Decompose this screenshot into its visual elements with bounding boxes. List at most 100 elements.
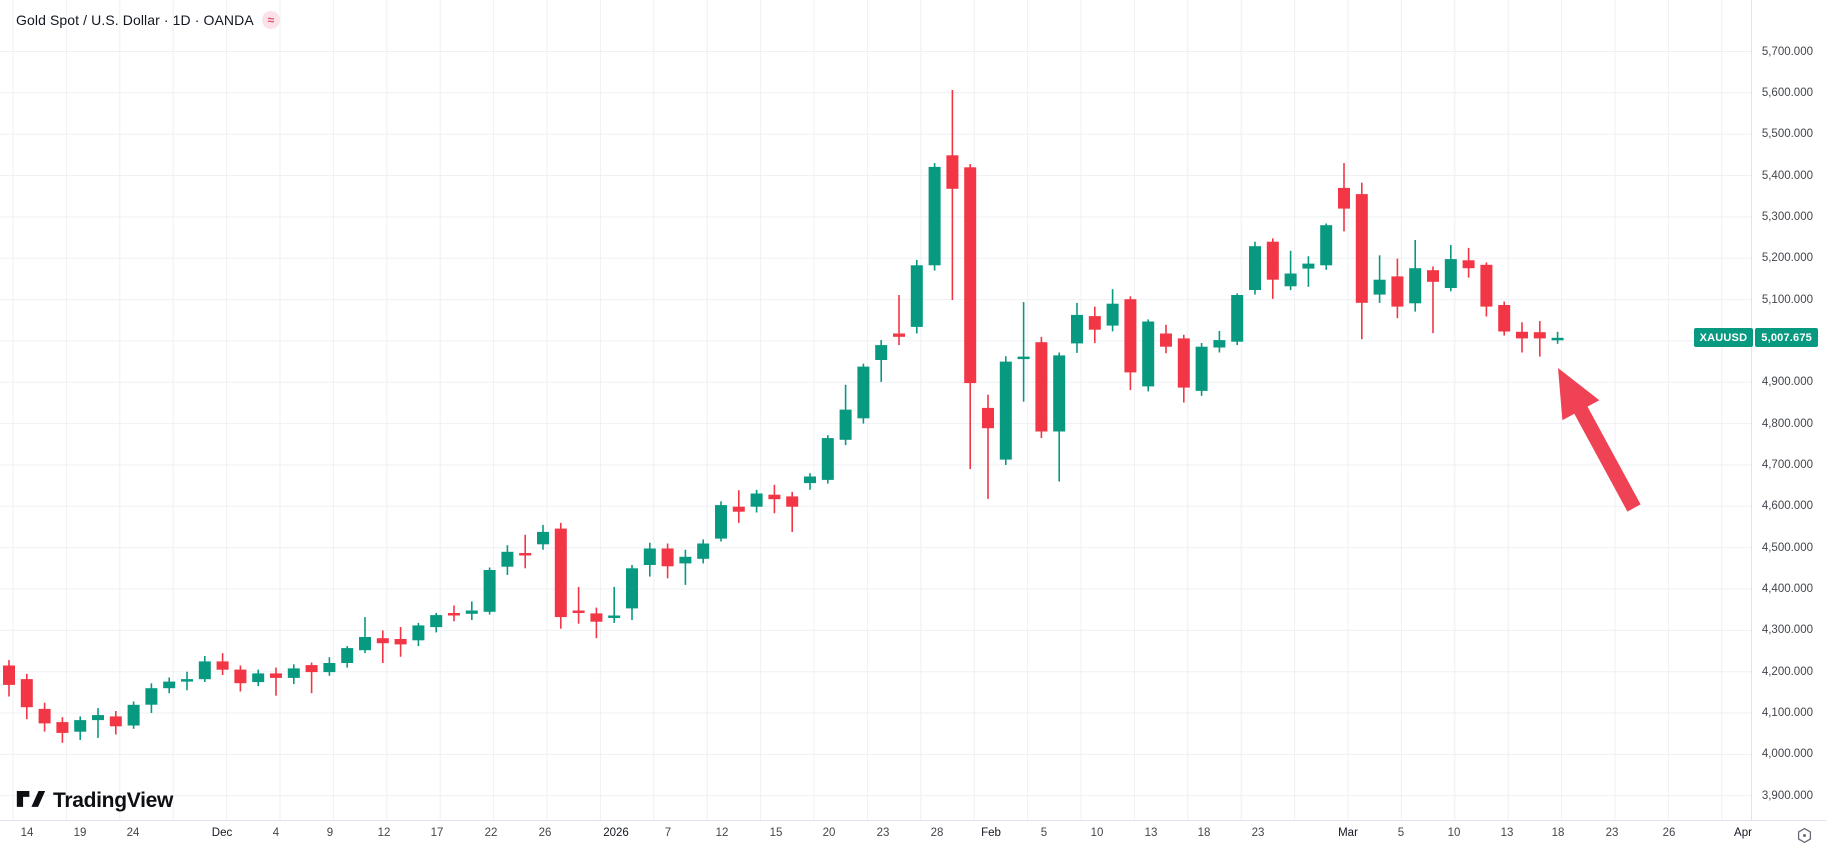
- last-price-symbol: XAUUSD: [1693, 328, 1754, 347]
- candle-body: [1427, 270, 1439, 282]
- candle-body: [679, 556, 692, 564]
- candle-body: [1124, 299, 1137, 373]
- candle-body: [626, 568, 638, 609]
- candle-body: [1053, 355, 1066, 432]
- candle-body: [430, 615, 443, 628]
- price-tick-label: 5,500.000: [1761, 128, 1813, 141]
- candle-body: [1462, 260, 1475, 269]
- symbol-header[interactable]: Gold Spot / U.S. Dollar · 1D · OANDA ≈: [16, 11, 280, 29]
- candle-body: [394, 639, 407, 645]
- time-tick-label: 20: [822, 827, 836, 839]
- time-tick-label: 15: [769, 827, 783, 839]
- time-tick-label: Mar: [1338, 827, 1358, 839]
- price-tick-label: 4,700.000: [1761, 459, 1813, 471]
- candle-body: [448, 613, 460, 616]
- candle-body: [608, 615, 621, 618]
- candle-body: [1071, 314, 1083, 344]
- price-tick-label: 4,800.000: [1761, 417, 1813, 430]
- candle-body: [252, 673, 265, 683]
- candle-body: [1160, 333, 1172, 347]
- candle-body: [537, 531, 549, 545]
- price-tick-label: 5,100.000: [1761, 293, 1813, 306]
- price-tick-label: 4,100.000: [1761, 707, 1813, 719]
- candle-body: [501, 551, 514, 567]
- price-tick-label: 4,400.000: [1761, 583, 1813, 595]
- price-tick-label: 4,200.000: [1761, 665, 1813, 678]
- time-tick-label: 4: [272, 827, 280, 839]
- candle-body: [910, 265, 923, 327]
- price-tick-label: 5,200.000: [1761, 252, 1813, 265]
- candle-body: [1533, 332, 1546, 339]
- time-tick-label: 28: [930, 827, 944, 839]
- time-tick-label: 26: [538, 827, 552, 839]
- candle-body: [804, 476, 816, 484]
- candle-body: [1195, 346, 1208, 391]
- candle-body: [893, 333, 905, 337]
- candle-body: [127, 704, 140, 726]
- candle-body: [982, 407, 994, 429]
- time-tick-label: 17: [430, 827, 444, 839]
- time-tick-label: 13: [1500, 827, 1514, 839]
- candle-body: [145, 688, 158, 705]
- candle-body: [1142, 321, 1155, 387]
- candle-body: [1338, 187, 1350, 209]
- candle-body: [341, 648, 354, 663]
- arrow-annotation[interactable]: [1558, 368, 1641, 512]
- time-axis[interactable]: 14 19 24 Dec 4 9 12 17 22 26 2026 7 12 15 20 23 28 Feb 5 10…: [0, 820, 1826, 855]
- time-tick-label: 14: [20, 827, 34, 839]
- candle-body: [554, 528, 567, 618]
- candle-body: [163, 681, 176, 689]
- candle-body: [821, 438, 834, 480]
- price-tick-label: 4,600.000: [1761, 500, 1813, 513]
- candle-body: [1266, 241, 1279, 280]
- candle-body: [1017, 356, 1030, 360]
- candle-body: [661, 548, 674, 567]
- time-tick-label: 18: [1551, 827, 1565, 839]
- candle-body: [270, 673, 282, 678]
- price-tick-label: 4,300.000: [1761, 624, 1813, 637]
- candle-body: [412, 625, 425, 641]
- time-tick-label: 10: [1090, 827, 1104, 839]
- candle-body: [750, 493, 763, 507]
- candle-body: [1249, 246, 1261, 290]
- candle-body: [109, 716, 122, 727]
- time-tick-label: 9: [326, 827, 334, 839]
- candle-body: [715, 505, 727, 539]
- price-tick-label: 4,900.000: [1761, 376, 1813, 389]
- time-tick-label: 2026: [603, 827, 629, 839]
- price-tick-label: 3,900.000: [1761, 789, 1813, 802]
- time-tick-label: 23: [1605, 827, 1619, 839]
- last-price-label[interactable]: XAUUSD 5,007.675: [1693, 328, 1818, 347]
- tradingview-logo-text: TradingView: [53, 789, 174, 812]
- time-tick-label: 22: [484, 827, 498, 839]
- price-axis[interactable]: 5,700.000 5,600.000 5,500.000 5,400.000 5,30…: [1751, 0, 1826, 820]
- candle-body: [1320, 225, 1333, 266]
- candle-body: [465, 610, 478, 614]
- time-tick-label: 23: [1251, 827, 1265, 839]
- candle-body: [74, 720, 87, 732]
- candle-body: [181, 679, 193, 682]
- time-tick-label: Apr: [1734, 827, 1752, 839]
- time-tick-label: 24: [126, 827, 140, 839]
- candle-body: [20, 679, 33, 708]
- candle-body: [768, 494, 781, 500]
- time-tick-label: 19: [73, 827, 87, 839]
- symbol-title[interactable]: Gold Spot / U.S. Dollar · 1D · OANDA: [16, 12, 254, 28]
- candle-body: [1498, 305, 1511, 332]
- candle-body: [1373, 279, 1386, 295]
- price-tick-label: 5,300.000: [1761, 210, 1813, 223]
- settings-hexagon-icon[interactable]: [1794, 825, 1814, 845]
- candle-body: [38, 708, 51, 724]
- time-tick-label: 18: [1197, 827, 1211, 839]
- tradingview-logo[interactable]: TradingView: [16, 789, 173, 813]
- time-tick-label: 26: [1662, 827, 1676, 839]
- candle-body: [590, 613, 603, 622]
- approx-data-badge-icon[interactable]: ≈: [261, 11, 280, 29]
- candlestick-chart-canvas[interactable]: [0, 0, 1826, 820]
- candle-body: [1516, 331, 1528, 339]
- time-tick-label: Feb: [981, 827, 1001, 839]
- candle-body: [198, 661, 211, 680]
- candle-body: [1391, 276, 1404, 307]
- candle-body: [234, 669, 247, 684]
- candle-body: [999, 361, 1012, 460]
